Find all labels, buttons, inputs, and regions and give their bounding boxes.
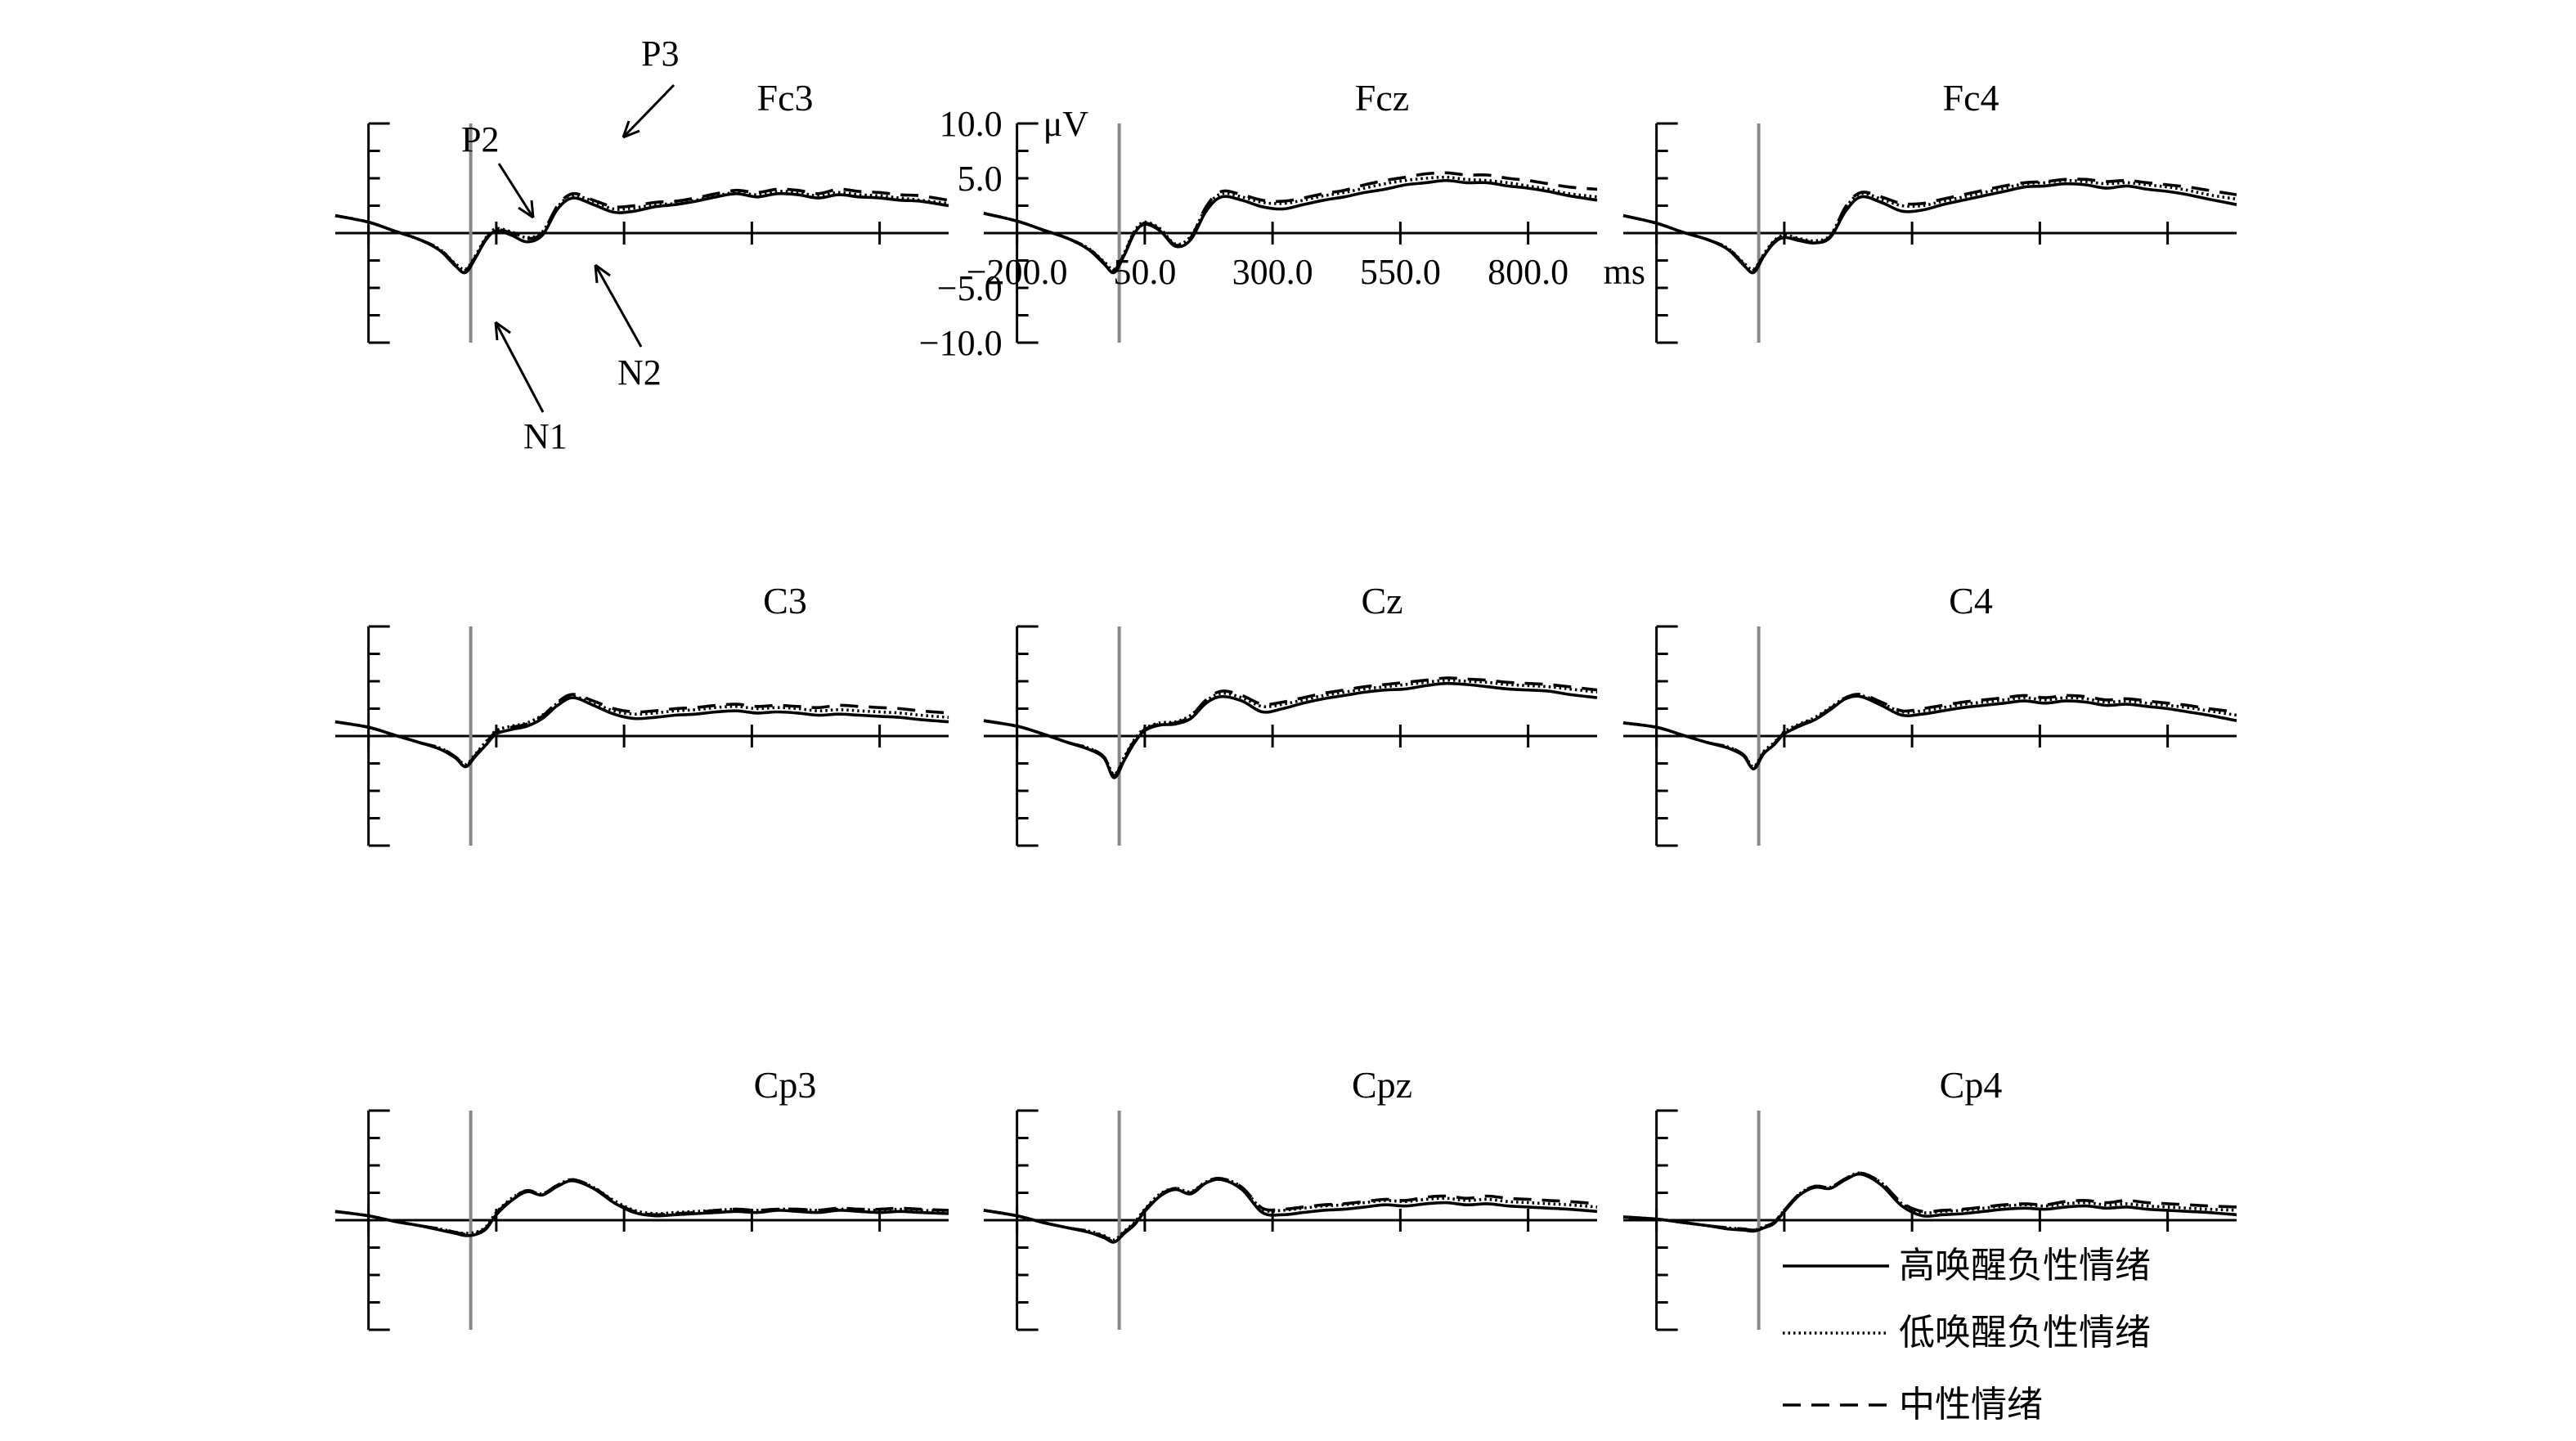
waveform-dotted (334, 1178, 949, 1235)
legend-label-high-arousal: 高唤醒负性情绪 (1899, 1246, 2151, 1286)
annotation-p3-arrow (622, 83, 675, 139)
annotation-p3-arrowhead (622, 120, 640, 139)
panel-fc4: Fc4 (1622, 77, 2237, 344)
annotation-n2-arrow (594, 264, 643, 348)
panel-title: Fcz (1355, 77, 1409, 119)
waveform-dotted (334, 190, 949, 272)
legend-label-neutral: 中性情绪 (1899, 1385, 2043, 1425)
panel-title: Cp4 (1940, 1064, 2003, 1106)
panel-c4: C4 (1622, 580, 2237, 847)
legend: 高唤醒负性情绪 低唤醒负性情绪 中性情绪 (1783, 1246, 2151, 1425)
waveform-dotted (983, 678, 1598, 776)
x-tick-label: 800.0 (1488, 252, 1568, 292)
waveform-solid (983, 178, 1598, 275)
erp-panels: Fc3 Fcz −200.0 50.0 300.0 550.0 800.0 ms 10.0 5.0… (334, 77, 2237, 1331)
waveform-solid (983, 681, 1598, 779)
panel-title: C3 (763, 580, 807, 622)
waveform-dotted (1622, 178, 2237, 272)
annotation-n2: N2 (617, 352, 662, 393)
waveform-solid (1622, 182, 2237, 275)
legend-label-low-arousal: 低唤醒负性情绪 (1899, 1313, 2151, 1353)
panel-title: Fc3 (757, 77, 814, 119)
waveform-solid (334, 696, 949, 769)
waveform-dotted (983, 1177, 1598, 1241)
annotation-n1-arrowhead (494, 321, 511, 341)
component-annotations: P3 P2 N1 N2 (461, 34, 679, 456)
x-tick-label: 50.0 (1113, 252, 1176, 292)
panel-title: Cz (1361, 580, 1402, 622)
waveform-dashed (334, 1178, 949, 1237)
waveform-solid (334, 191, 949, 275)
annotation-p2-arrow (497, 163, 535, 218)
panel-cp4: Cp4 (1622, 1064, 2237, 1331)
waveform-dashed (334, 187, 949, 272)
annotation-p2-arrowhead (518, 200, 535, 219)
x-tick-label: −200.0 (967, 252, 1068, 292)
annotation-n2-arrowhead (594, 263, 611, 284)
panel-fcz: Fcz −200.0 50.0 300.0 550.0 800.0 ms 10.0 5.0 −5.… (919, 77, 1645, 363)
annotation-n1-arrow (494, 321, 545, 413)
y-tick-label: −5.0 (937, 268, 1003, 308)
panel-title: Cpz (1352, 1064, 1412, 1106)
waveform-dashed (1622, 693, 2237, 770)
annotation-p3: P3 (641, 34, 679, 74)
y-tick-label: 5.0 (958, 159, 1003, 199)
waveform-dashed (983, 676, 1598, 777)
panel-cz: Cz (983, 580, 1598, 847)
panel-title: C4 (1949, 580, 1993, 622)
panel-title: Fc4 (1943, 77, 1999, 119)
panel-c3: C3 (334, 580, 949, 847)
waveform-dotted (983, 175, 1598, 272)
annotation-p2: P2 (461, 119, 499, 159)
annotation-n1: N1 (523, 416, 568, 456)
y-unit-label: μV (1043, 104, 1089, 144)
waveform-dashed (334, 693, 949, 767)
y-tick-label: −10.0 (919, 323, 1003, 363)
waveform-dashed (1622, 1171, 2237, 1232)
waveform-dotted (334, 694, 949, 766)
y-tick-label: 10.0 (940, 104, 1003, 144)
panel-cpz: Cpz (983, 1064, 1598, 1331)
waveform-dashed (983, 171, 1598, 272)
waveform-dashed (1622, 177, 2237, 272)
panel-title: Cp3 (754, 1064, 817, 1106)
x-unit-label: ms (1604, 252, 1645, 292)
waveform-dashed (983, 1177, 1598, 1243)
x-tick-label: 550.0 (1360, 252, 1441, 292)
panel-fc3: Fc3 (334, 77, 949, 344)
x-tick-label: 300.0 (1232, 252, 1313, 292)
panel-cp3: Cp3 (334, 1064, 949, 1331)
